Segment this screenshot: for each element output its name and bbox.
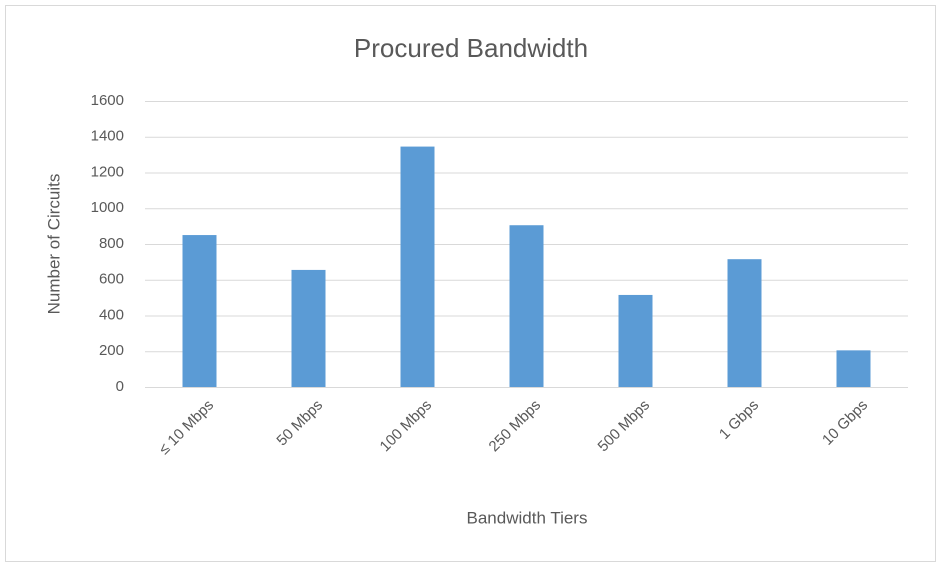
bar [182, 235, 217, 387]
y-tick-label: 1000 [91, 199, 124, 216]
y-tick-label: 1400 [91, 128, 124, 145]
y-tick-label: 800 [99, 235, 124, 252]
y-tick-label: 400 [99, 306, 124, 323]
bar [291, 269, 326, 387]
x-axis-title: Bandwidth Tiers [467, 508, 588, 527]
bar [836, 350, 871, 387]
y-tick-label: 0 [116, 378, 124, 395]
chart-border [5, 5, 936, 562]
bar [727, 259, 762, 387]
y-tick-label: 200 [99, 342, 124, 359]
y-tick-label: 600 [99, 271, 124, 288]
y-axis-title: Number of Circuits [44, 174, 63, 315]
bar [400, 146, 435, 387]
chart-title: Procured Bandwidth [354, 33, 588, 63]
y-tick-label: 1200 [91, 163, 124, 180]
bar [509, 225, 544, 387]
y-tick-label: 1600 [91, 92, 124, 109]
bar [618, 294, 653, 387]
